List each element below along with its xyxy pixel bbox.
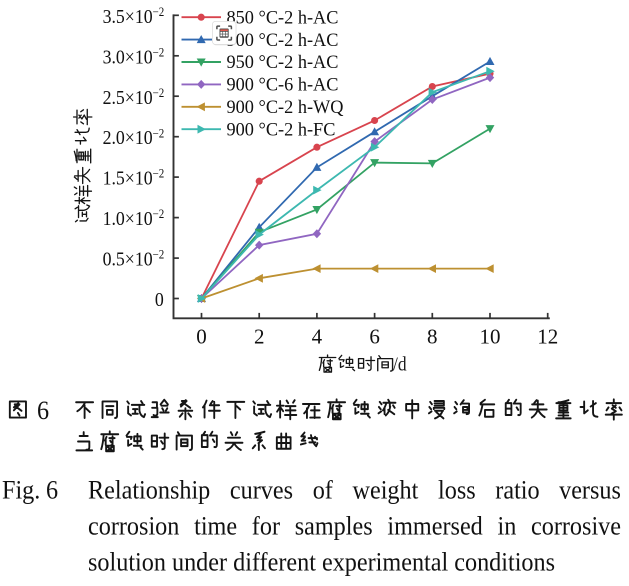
svg-text:900 °C-6 h-AC: 900 °C-6 h-AC	[227, 74, 339, 96]
svg-text:corrosive: corrosive	[531, 513, 621, 541]
svg-text:ratio: ratio	[495, 477, 539, 505]
svg-text:850 °C-2 h-AC: 850 °C-2 h-AC	[227, 7, 339, 29]
svg-text:900 °C-2 h-FC: 900 °C-2 h-FC	[227, 119, 336, 141]
svg-text:of: of	[313, 477, 334, 505]
svg-text:Fig.: Fig.	[2, 477, 40, 505]
svg-text:Relationship: Relationship	[88, 477, 210, 505]
svg-text:/d: /d	[393, 354, 407, 376]
svg-text:10: 10	[480, 325, 501, 349]
svg-text:in: in	[498, 513, 517, 541]
svg-text:3.0×10−2: 3.0×10−2	[103, 46, 165, 69]
svg-text:2: 2	[254, 325, 265, 349]
svg-text:solution under different exper: solution under different experimental co…	[88, 549, 555, 577]
svg-text:12: 12	[537, 325, 558, 349]
svg-text:6: 6	[37, 397, 49, 425]
svg-text:0: 0	[196, 325, 207, 349]
svg-text:samples: samples	[295, 513, 373, 541]
svg-text:2.5×10−2: 2.5×10−2	[103, 86, 165, 109]
svg-text:3.5×10−2: 3.5×10−2	[103, 5, 165, 28]
svg-text:weight: weight	[353, 477, 419, 505]
svg-text:versus: versus	[559, 477, 621, 505]
svg-text:corrosion: corrosion	[88, 513, 180, 541]
svg-text:1.0×10−2: 1.0×10−2	[103, 208, 165, 231]
svg-text:6: 6	[46, 477, 58, 505]
svg-text:2.0×10−2: 2.0×10−2	[103, 127, 165, 150]
svg-text:900 °C-2 h-WQ: 900 °C-2 h-WQ	[227, 97, 344, 119]
svg-text:8: 8	[427, 325, 438, 349]
svg-text:0.5×10−2: 0.5×10−2	[103, 248, 165, 271]
svg-text:4: 4	[312, 325, 323, 349]
svg-text:1.5×10−2: 1.5×10−2	[103, 167, 165, 190]
svg-text:curves: curves	[230, 477, 293, 505]
svg-text:for: for	[252, 513, 281, 541]
svg-text:900 °C-2 h-AC: 900 °C-2 h-AC	[227, 29, 339, 51]
svg-text:0: 0	[155, 289, 164, 311]
svg-text:6: 6	[369, 325, 380, 349]
svg-text:immersed: immersed	[387, 513, 483, 541]
svg-text:loss: loss	[438, 477, 476, 505]
svg-text:time: time	[194, 513, 237, 541]
svg-text:950 °C-2 h-AC: 950 °C-2 h-AC	[227, 52, 339, 74]
